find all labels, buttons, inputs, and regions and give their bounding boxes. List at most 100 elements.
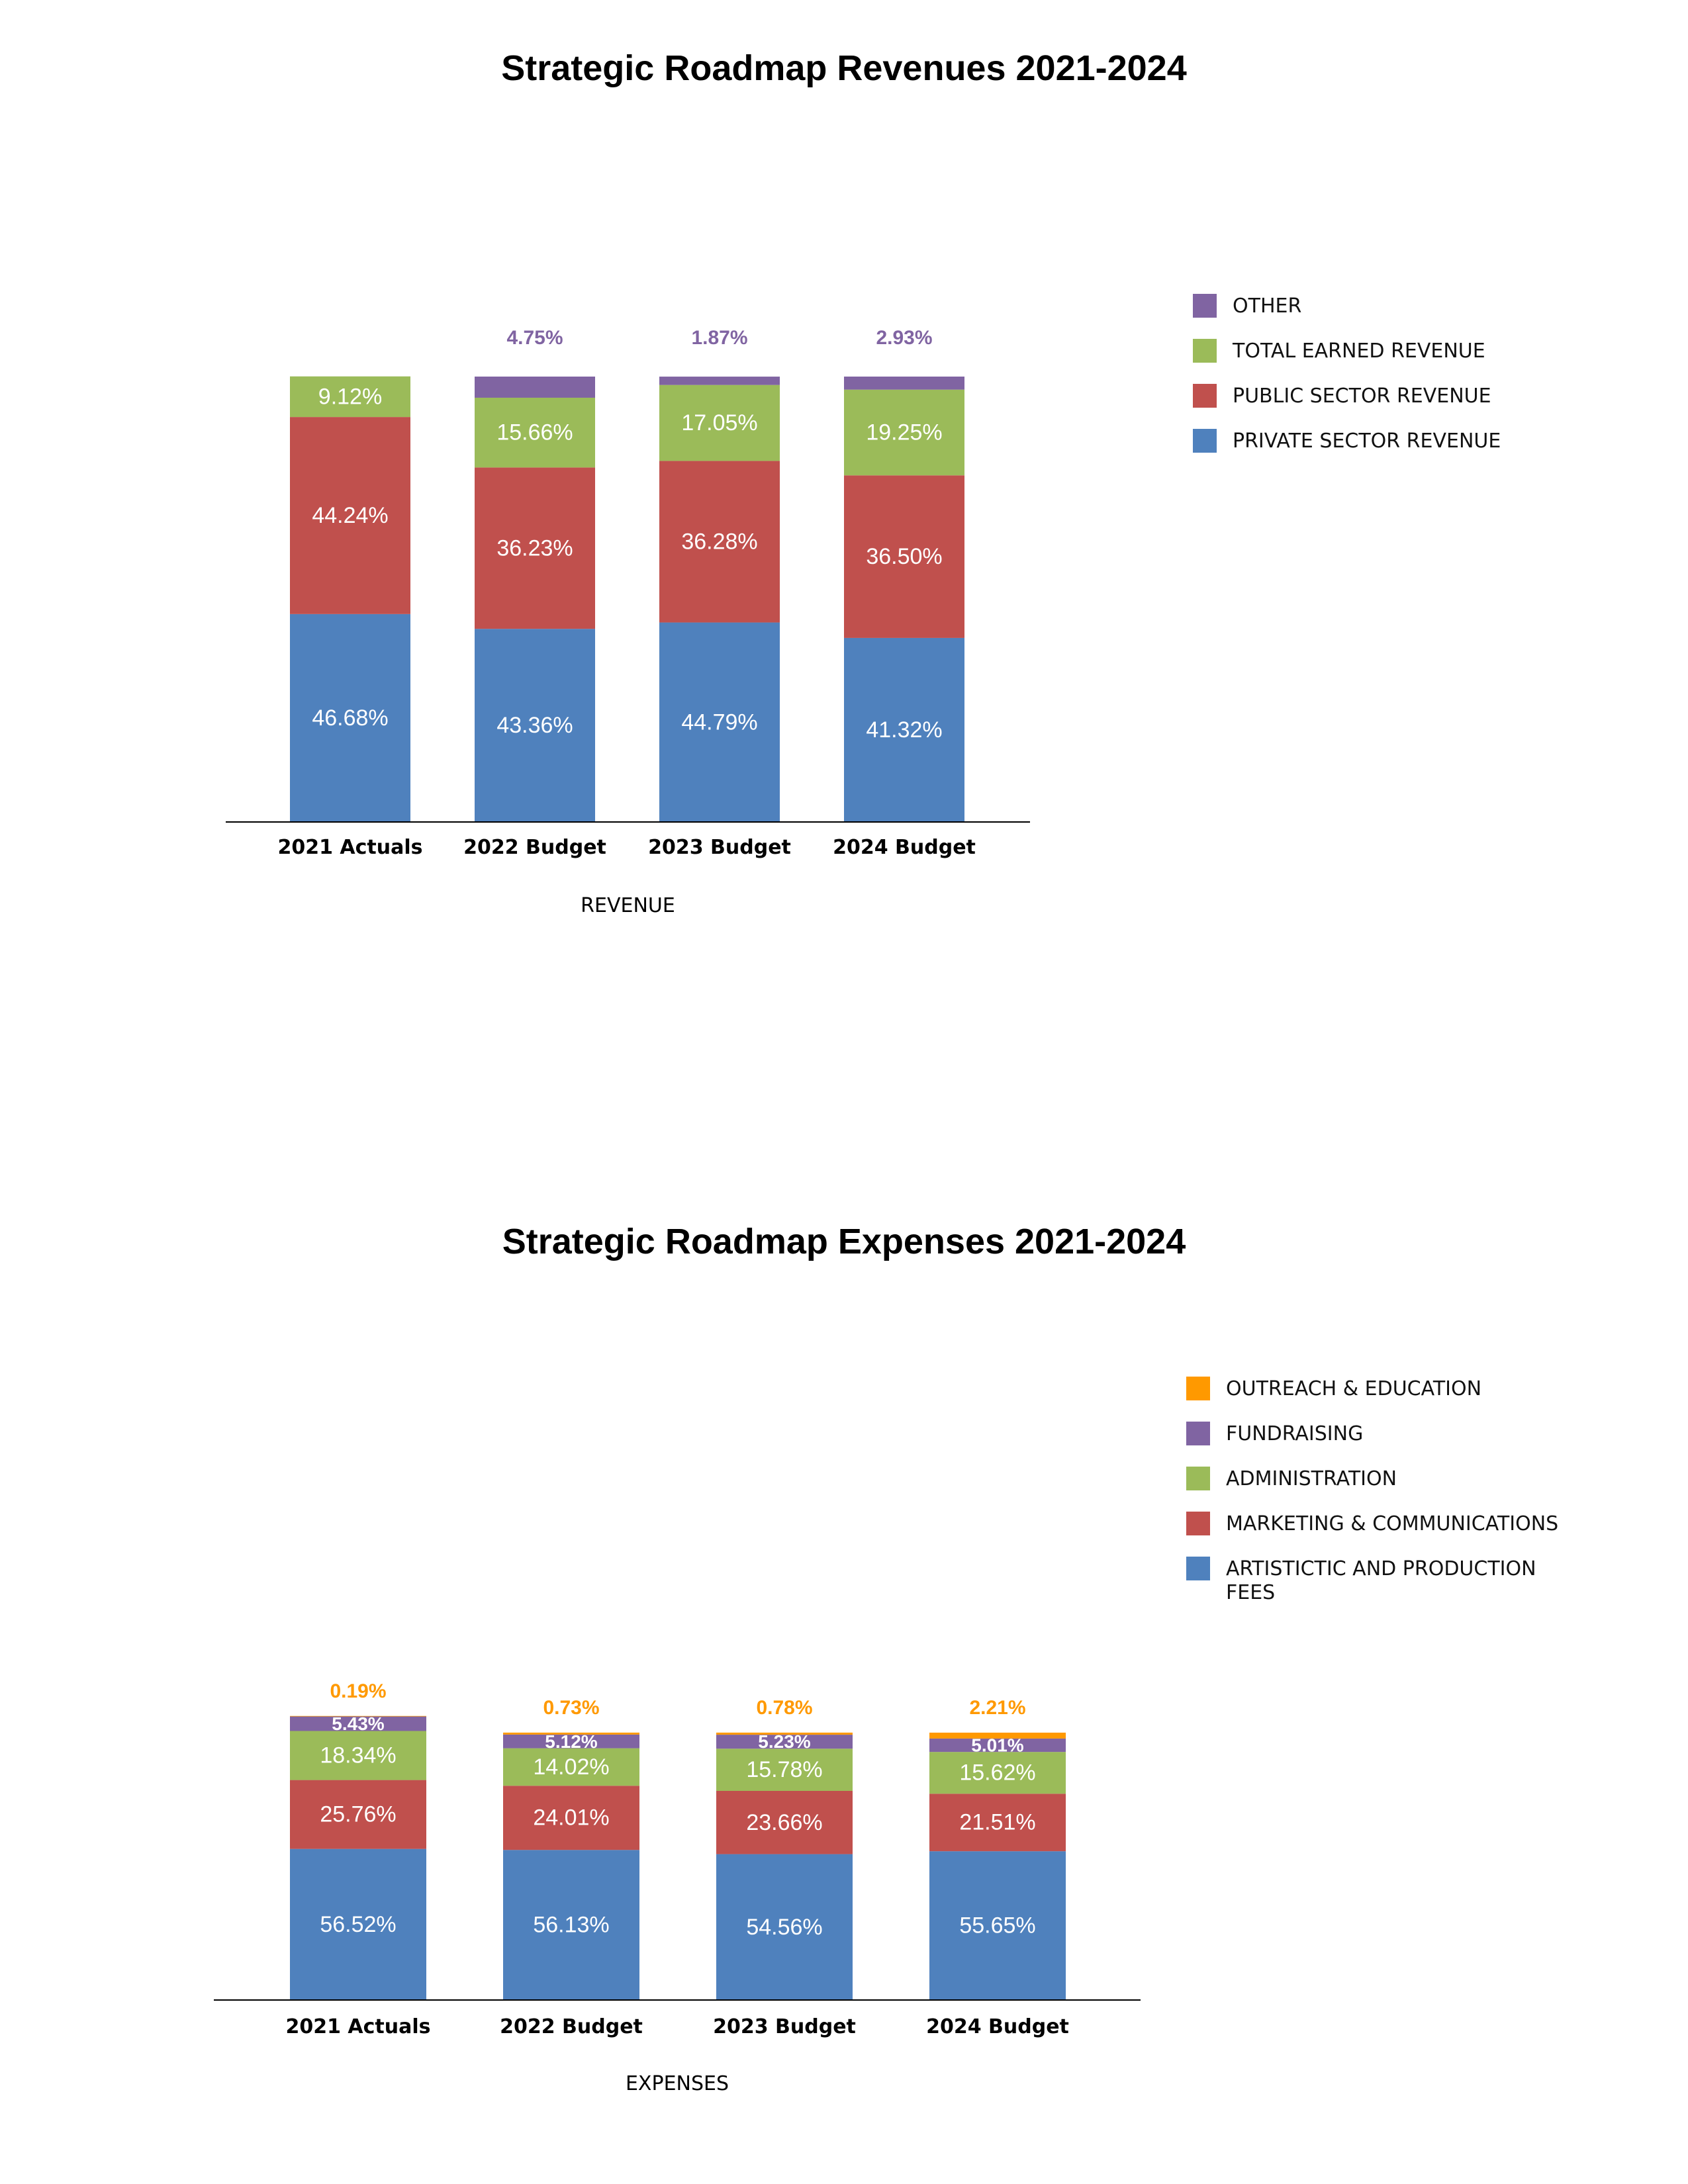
expense-legend-swatch <box>1186 1512 1210 1535</box>
revenue-bar-segment <box>475 397 595 468</box>
expense-legend-swatch <box>1186 1467 1210 1490</box>
expense-bar-segment <box>929 1851 1066 2000</box>
expense-tick-label: 2023 Budget <box>713 2015 856 2038</box>
expense-bar-segment <box>290 1716 426 1731</box>
revenue-value-label: 44.79% <box>681 709 757 735</box>
expense-bar-segment <box>290 1780 426 1849</box>
revenue-bar-segment <box>844 475 964 638</box>
revenue-value-label: 46.68% <box>312 705 388 731</box>
revenue-bar-segment <box>844 637 964 822</box>
revenue-legend-label: PRIVATE SECTOR REVENUE <box>1233 430 1501 453</box>
revenue-value-label: 19.25% <box>866 420 942 445</box>
revenue-value-label: 9.12% <box>318 384 382 409</box>
expense-bar-segment <box>929 1752 1066 1794</box>
expense-value-label: 56.52% <box>320 1912 396 1937</box>
expense-bar-segment <box>290 1731 426 1780</box>
expense-value-label: 5.12% <box>545 1731 597 1752</box>
revenue-bar-segment <box>475 629 595 822</box>
revenue-value-label: 36.23% <box>496 535 573 561</box>
revenue-bar-segment <box>659 461 780 623</box>
expense-tick-label: 2021 Actuals <box>285 2015 430 2038</box>
revenue-legend-label: TOTAL EARNED REVENUE <box>1232 340 1485 363</box>
revenue-tick-label: 2023 Budget <box>648 836 791 859</box>
expense-legend-label: FUNDRAISING <box>1226 1422 1363 1445</box>
revenue-bar-segment <box>844 389 964 476</box>
expense-bar-segment <box>929 1733 1066 1739</box>
expense-top-value-label: 2.21% <box>969 1697 1025 1719</box>
revenue-top-value-label: 1.87% <box>691 327 747 349</box>
expense-legend-swatch <box>1186 1422 1210 1445</box>
revenue-chart: 46.68% 44.24% 9.12% 2021 Actuals 43.36% 36.23… <box>226 294 1501 917</box>
expense-bar-segment <box>503 1748 639 1786</box>
expense-value-label: 14.02% <box>533 1754 609 1780</box>
revenue-tick-label: 2022 Budget <box>463 836 606 859</box>
expense-bar-segment <box>503 1732 639 1735</box>
expense-value-label: 5.43% <box>332 1713 384 1734</box>
expense-top-value-label: 0.78% <box>756 1697 812 1719</box>
expense-value-label: 25.76% <box>320 1802 396 1827</box>
expense-bar-segment <box>929 1738 1066 1752</box>
expense-x-axis-title: EXPENSES <box>626 2072 729 2095</box>
revenue-bar-segment <box>475 377 595 398</box>
revenue-value-label: 15.66% <box>496 420 573 445</box>
expense-value-label: 5.23% <box>758 1731 810 1752</box>
revenue-legend-swatch <box>1193 384 1217 408</box>
expense-value-label: 54.56% <box>746 1915 822 1940</box>
expense-legend-label: OUTREACH & EDUCATION <box>1226 1377 1481 1400</box>
revenue-bar-segment <box>475 467 595 629</box>
revenue-value-label: 44.24% <box>312 503 388 528</box>
expense-chart: 56.52% 25.76% 18.34% 5.43% 0.19% 2021 Actuals… <box>214 1377 1558 2095</box>
revenue-top-value-label: 4.75% <box>506 327 563 349</box>
expense-chart-title: Strategic Roadmap Expenses 2021-2024 <box>502 1222 1186 1261</box>
expense-value-label: 21.51% <box>959 1810 1035 1835</box>
revenue-legend-swatch <box>1193 294 1217 318</box>
expense-legend-swatch <box>1186 1557 1210 1580</box>
revenue-legend-label: PUBLIC SECTOR REVENUE <box>1233 385 1491 408</box>
expense-bar-segment <box>503 1850 639 2000</box>
revenue-top-value-label: 2.93% <box>876 327 932 349</box>
revenue-value-label: 17.05% <box>681 410 757 435</box>
revenue-bar-segment <box>844 377 964 390</box>
expense-value-label: 55.65% <box>959 1913 1035 1938</box>
expense-legend-label: MARKETING & COMMUNICATIONS <box>1226 1512 1558 1535</box>
revenue-bar-segment <box>659 385 780 461</box>
revenue-legend-swatch <box>1193 339 1217 363</box>
expense-bar-segment <box>929 1794 1066 1852</box>
revenue-bar-segment <box>290 417 410 614</box>
expense-value-label: 18.34% <box>320 1743 396 1768</box>
revenue-bar-segment <box>290 614 410 822</box>
revenue-tick-label: 2021 Actuals <box>277 836 422 859</box>
revenue-tick-label: 2024 Budget <box>833 836 976 859</box>
expense-value-label: 56.13% <box>533 1913 609 1938</box>
expense-bar-segment <box>716 1749 853 1791</box>
revenue-bar-segment <box>659 377 780 385</box>
revenue-bar-segment <box>290 376 410 418</box>
expense-bar-segment <box>716 1735 853 1749</box>
expense-legend-label: ARTISTICTIC AND PRODUCTION FEES <box>1226 1557 1536 1604</box>
revenue-legend-swatch <box>1193 429 1217 453</box>
revenue-value-label: 43.36% <box>496 713 573 738</box>
revenue-chart-title: Strategic Roadmap Revenues 2021-2024 <box>501 48 1187 88</box>
revenue-value-label: 36.28% <box>681 529 757 554</box>
expense-bar-segment <box>716 1854 853 2000</box>
revenue-value-label: 41.32% <box>866 717 942 743</box>
expense-top-value-label: 0.73% <box>543 1697 599 1719</box>
expense-value-label: 24.01% <box>533 1805 609 1831</box>
expense-value-label: 23.66% <box>746 1810 822 1835</box>
expense-tick-label: 2022 Budget <box>500 2015 643 2038</box>
expense-bar-segment <box>290 1848 426 2000</box>
expense-bar-segment <box>290 1715 426 1717</box>
revenue-value-label: 36.50% <box>866 544 942 569</box>
expense-legend-swatch <box>1186 1377 1210 1400</box>
revenue-legend-label: OTHER <box>1233 295 1301 318</box>
revenue-bar-segment <box>659 622 780 822</box>
expense-top-value-label: 0.19% <box>330 1680 386 1702</box>
expense-value-label: 15.62% <box>959 1760 1035 1786</box>
expense-tick-label: 2024 Budget <box>926 2015 1069 2038</box>
expense-bar-segment <box>716 1732 853 1735</box>
revenue-x-axis-title: REVENUE <box>581 894 675 917</box>
expense-bar-segment <box>503 1734 639 1749</box>
expense-bar-segment <box>503 1786 639 1850</box>
expense-value-label: 15.78% <box>746 1757 822 1782</box>
expense-bar-segment <box>716 1790 853 1854</box>
